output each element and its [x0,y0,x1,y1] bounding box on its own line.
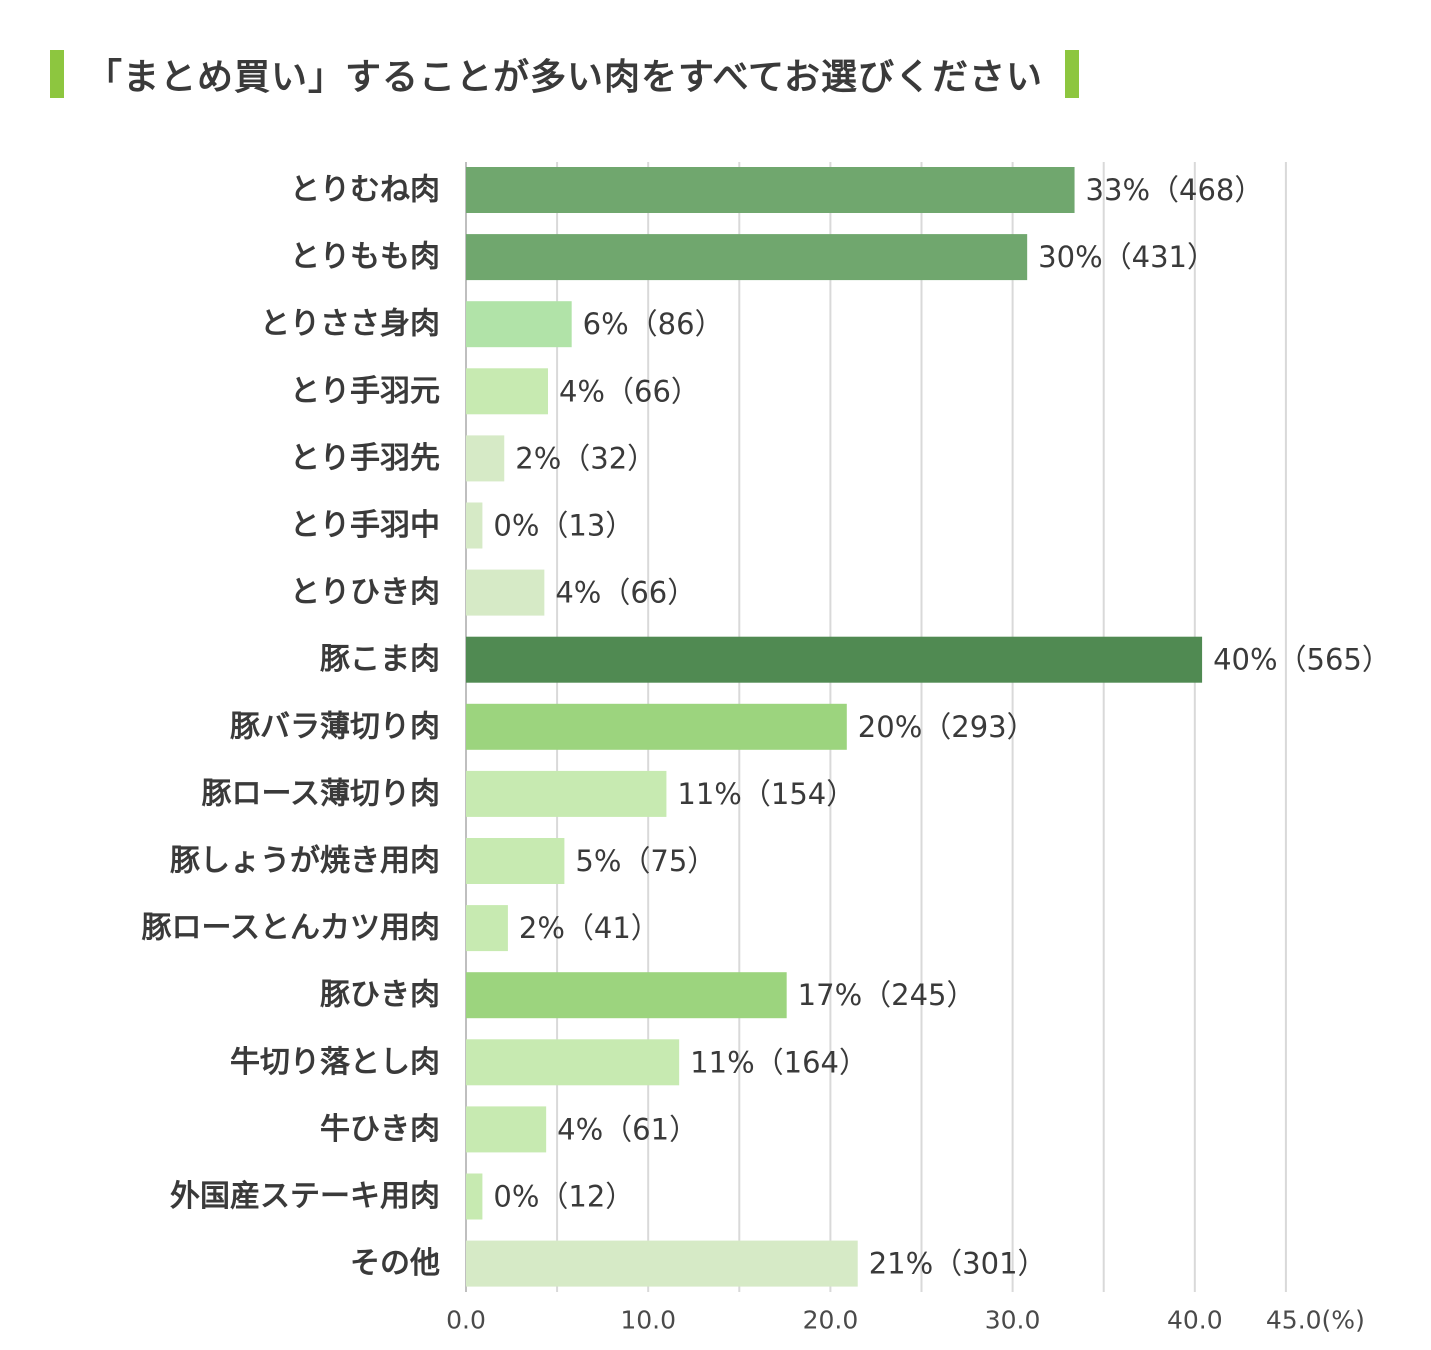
bar [466,301,572,348]
category-label: 牛切り落とし肉 [230,1045,440,1080]
category-label: とり手羽先 [290,441,440,476]
chart-header: 「まとめ買い」することが多い肉をすべてお選びください [50,50,1079,98]
value-label: 2%（41） [519,911,660,945]
bar [466,569,545,616]
value-label: 4%（66） [559,374,700,408]
bar [466,1039,680,1086]
value-label: 0%（13） [493,509,634,543]
value-label: 11%（164） [690,1045,868,1079]
value-label: 33%（468） [1086,173,1264,207]
category-label: とりささ身肉 [260,307,440,342]
bar [466,636,1203,683]
category-label: 豚ロース薄切り肉 [202,776,441,811]
x-tick-label: 0.0 [446,1306,486,1335]
value-label: 5%（75） [575,844,716,878]
x-tick-label: 40.0 [1167,1306,1223,1335]
category-label: とりむね肉 [290,173,440,208]
title-accent-right [1064,50,1079,98]
bar [466,368,548,415]
value-label: 21%（301） [869,1247,1047,1281]
category-label: 豚ロースとんカツ用肉 [142,911,441,946]
value-label: 17%（245） [798,978,976,1012]
bar [466,770,667,817]
bar [466,1240,858,1287]
value-label: 2%（32） [515,441,656,475]
value-label: 0%（12） [493,1180,634,1214]
bar [466,1173,483,1220]
category-label: 牛ひき肉 [320,1112,440,1147]
bar [466,167,1075,213]
bar [466,1106,547,1153]
category-label: 豚しょうが焼き用肉 [170,844,440,879]
category-label: 豚こま肉 [320,642,440,677]
category-label: 豚ひき肉 [320,978,440,1013]
category-label: 豚バラ薄切り肉 [230,709,440,744]
bar [466,502,483,549]
bar [466,905,508,952]
bar [466,838,565,884]
value-label: 30%（431） [1038,240,1216,274]
x-tick-label: 20.0 [803,1306,859,1335]
value-label: 20%（293） [858,710,1036,744]
category-label: とりひき肉 [290,575,440,610]
x-tick-label: 45.0(%) [1266,1306,1365,1335]
category-label: とり手羽中 [290,508,440,543]
x-tick-label: 10.0 [620,1306,676,1335]
bar [466,234,1028,281]
x-tick-label: 30.0 [985,1306,1041,1335]
value-label: 11%（154） [677,777,855,811]
value-label: 4%（61） [557,1112,698,1146]
title-accent-left [50,50,64,98]
category-label: その他 [350,1246,440,1281]
category-label: とりもも肉 [290,240,440,275]
bar [466,435,505,482]
chart-title: 「まとめ買い」することが多い肉をすべてお選びください [86,57,1043,98]
category-label: 外国産ステーキ用肉 [170,1179,440,1214]
value-label: 6%（86） [583,307,724,341]
bar [466,703,847,750]
bar [466,972,787,1019]
value-label: 40%（565） [1213,643,1391,677]
value-label: 4%（66） [555,576,696,610]
category-label: とり手羽元 [290,374,440,409]
